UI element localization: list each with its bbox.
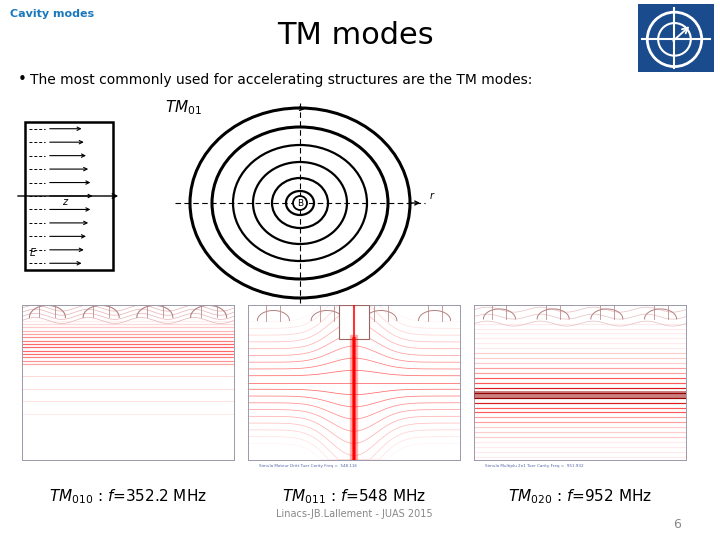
Text: r: r (430, 191, 434, 201)
Text: TM modes: TM modes (276, 21, 433, 50)
Text: E: E (30, 248, 36, 258)
Bar (25, 122, 113, 270)
Bar (474, 391, 686, 399)
Text: •: • (18, 72, 27, 87)
Text: $TM_{010}$ : $f$=352.2 MHz: $TM_{010}$ : $f$=352.2 MHz (49, 488, 207, 507)
Text: B: B (297, 199, 303, 207)
Bar (339, 305, 369, 339)
Text: Linacs-JB.Lallement - JUAS 2015: Linacs-JB.Lallement - JUAS 2015 (276, 509, 432, 519)
Circle shape (293, 196, 307, 210)
Text: Simula Moteur Dritt Tuer Carity Freq =  548.116: Simula Moteur Dritt Tuer Carity Freq = 5… (258, 464, 356, 468)
Text: The most commonly used for accelerating structures are the TM modes:: The most commonly used for accelerating … (30, 73, 532, 87)
Bar (638, 4, 714, 72)
Text: $TM_{020}$ : $f$=952 MHz: $TM_{020}$ : $f$=952 MHz (508, 488, 652, 507)
Text: Simula Multiplu 2n1 Tuer Carity Freq =  951.932: Simula Multiplu 2n1 Tuer Carity Freq = 9… (485, 464, 583, 468)
Text: $\mathit{TM}_{01}$: $\mathit{TM}_{01}$ (165, 99, 202, 117)
Text: Cavity modes: Cavity modes (10, 9, 94, 19)
Text: $TM_{011}$ : $f$=548 MHz: $TM_{011}$ : $f$=548 MHz (282, 488, 426, 507)
Text: 6: 6 (673, 518, 681, 531)
Text: z: z (62, 197, 67, 207)
